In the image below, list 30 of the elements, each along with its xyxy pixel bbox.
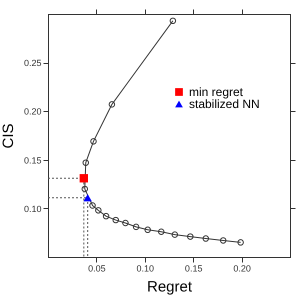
y-tick-label: 0.15 <box>24 155 42 166</box>
point <box>122 220 129 226</box>
y-tick-label: 0.20 <box>24 106 42 117</box>
point <box>144 226 151 234</box>
y-axis-title: CIS <box>0 123 17 149</box>
legend-label: stabilized NN <box>189 97 260 111</box>
x-axis-title: Regret <box>146 278 193 296</box>
point <box>80 174 88 182</box>
point <box>108 101 116 108</box>
point <box>132 224 140 230</box>
point <box>89 202 96 209</box>
point <box>95 207 102 214</box>
point <box>82 159 89 166</box>
point <box>90 138 97 145</box>
point <box>82 186 88 192</box>
point <box>112 216 119 224</box>
point <box>158 228 164 235</box>
point <box>102 212 110 220</box>
y-tick-label: 0.25 <box>24 58 42 68</box>
point <box>84 194 92 202</box>
legend-label: min regret <box>189 85 244 99</box>
x-tick-label: 0.20 <box>233 264 251 274</box>
x-tick-label: 0.10 <box>136 264 154 274</box>
point <box>220 237 226 244</box>
point <box>202 235 210 242</box>
x-tick-label: 0.15 <box>184 264 202 274</box>
point <box>172 231 178 238</box>
point <box>187 233 194 240</box>
y-tick-label: 0.10 <box>24 204 42 214</box>
x-tick-label: 0.05 <box>88 264 106 274</box>
